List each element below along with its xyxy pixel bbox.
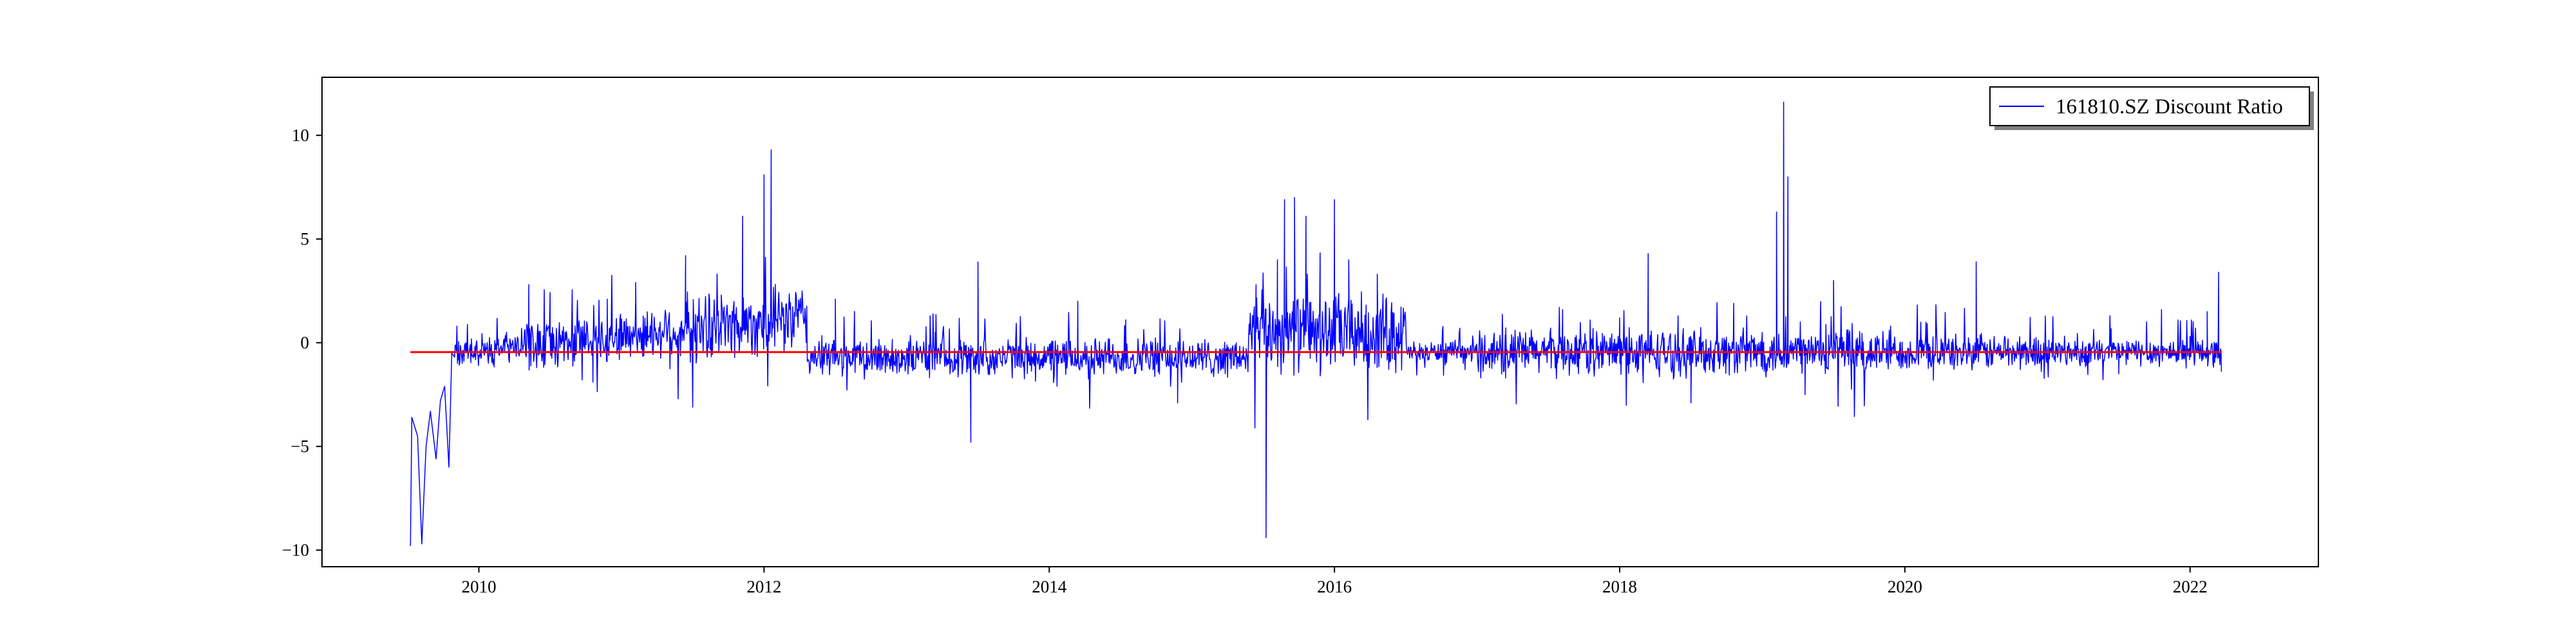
y-tick-label: −10: [282, 540, 309, 560]
x-axis: 2010 2012 2014 2016 2018 2020 2022: [462, 567, 2208, 596]
x-tick-label: 2022: [2173, 577, 2208, 596]
series-layer: [410, 101, 2222, 546]
x-tick-label: 2014: [1032, 577, 1067, 596]
y-tick-label: 5: [301, 229, 310, 249]
y-tick-label: 10: [292, 126, 309, 145]
x-tick-label: 2020: [1888, 577, 1922, 596]
x-tick-label: 2012: [746, 577, 781, 596]
x-tick-label: 2010: [462, 577, 497, 596]
legend-label: 161810.SZ Discount Ratio: [2056, 95, 2283, 118]
y-axis: −10 −5 0 5 10: [282, 126, 322, 560]
y-tick-label: −5: [290, 437, 309, 456]
x-tick-label: 2018: [1602, 577, 1637, 596]
y-tick-label: 0: [301, 333, 310, 352]
x-tick-label: 2016: [1317, 577, 1352, 596]
legend: 161810.SZ Discount Ratio: [1989, 86, 2314, 130]
series-line-discount-ratio: [410, 101, 2222, 546]
plot-frame: [321, 77, 2319, 567]
